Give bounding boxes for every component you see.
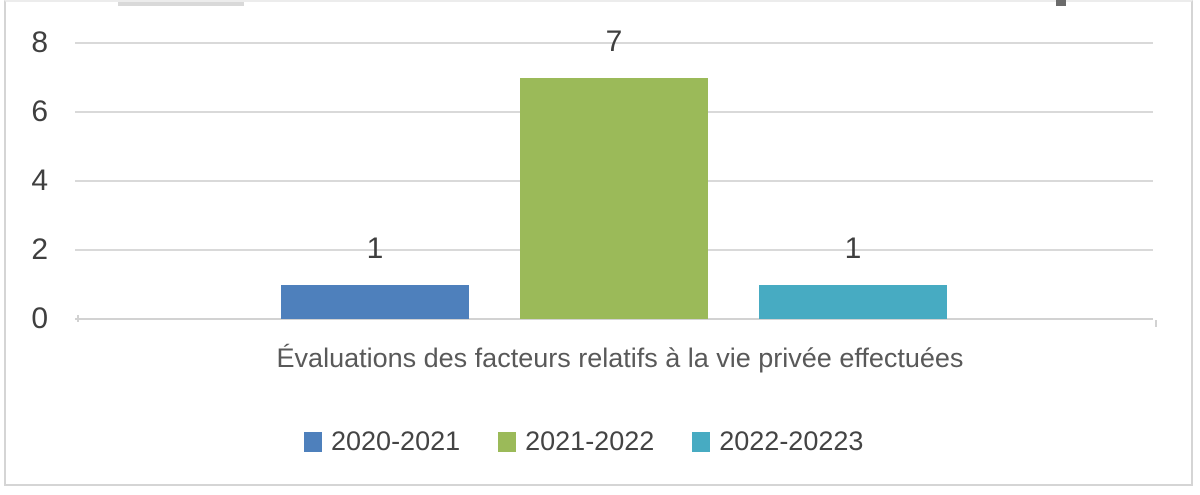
y-tick-label-0: 0 xyxy=(31,302,48,335)
data-label-2021-2022: 7 xyxy=(605,24,623,58)
gridline-y0 xyxy=(75,318,1153,320)
y-tick-label-6: 6 xyxy=(31,95,48,128)
selection-handle-icon[interactable] xyxy=(1056,0,1066,6)
legend-swatch-icon xyxy=(498,431,517,452)
y-tick-label-2: 2 xyxy=(31,233,48,266)
legend-label: 2020-2021 xyxy=(331,426,461,456)
data-label-2020-2021: 1 xyxy=(366,231,384,265)
legend-item-2020-2021: 2020-2021 xyxy=(304,426,460,457)
legend-label: 2022-20223 xyxy=(719,426,864,456)
legend-item-2021-2022: 2021-2022 xyxy=(498,426,654,457)
legend-swatch-icon xyxy=(304,431,322,452)
bar-2022-20223 xyxy=(759,284,947,319)
axis-end-left xyxy=(77,315,79,322)
data-label-2022-20223: 1 xyxy=(844,231,862,265)
gridline-y8 xyxy=(75,42,1153,44)
chart-object-frame[interactable]: 0 2 4 6 8 1 7 1 Évaluations des facteurs relat… xyxy=(4,0,1193,486)
bar-2020-2021 xyxy=(281,284,469,319)
legend-item-2022-20223: 2022-20223 xyxy=(692,426,863,457)
frame-top-edge-segment xyxy=(118,2,244,6)
chart-legend: 2020-2021 2021-2022 2022-20223 xyxy=(304,426,863,457)
legend-label: 2021-2022 xyxy=(525,426,655,456)
legend-swatch-icon xyxy=(692,431,711,452)
y-tick-label-4: 4 xyxy=(31,164,48,197)
bar-2021-2022 xyxy=(520,77,708,319)
x-axis-title: Évaluations des facteurs relatifs à la v… xyxy=(276,343,964,373)
y-tick-label-8: 8 xyxy=(31,26,48,59)
axis-end-right xyxy=(1155,320,1157,327)
